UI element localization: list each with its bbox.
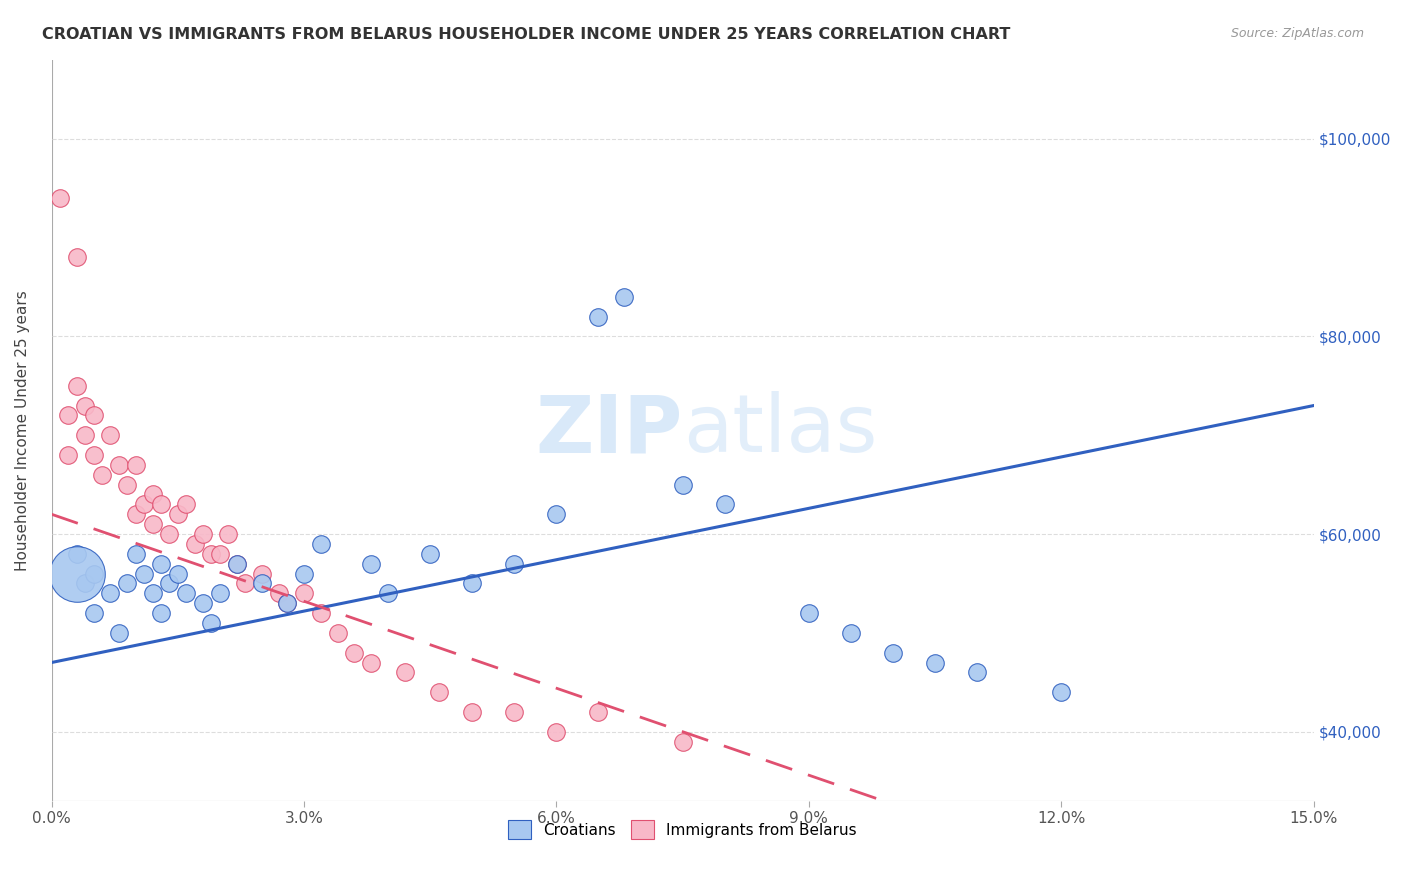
Point: [797, 606, 820, 620]
Point: [503, 705, 526, 719]
Point: [924, 656, 946, 670]
Text: ZIP: ZIP: [536, 392, 683, 469]
Point: [124, 547, 146, 561]
Point: [233, 576, 256, 591]
Point: [588, 310, 610, 324]
Point: [225, 557, 247, 571]
Point: [58, 448, 80, 462]
Point: [83, 448, 105, 462]
Point: [49, 191, 72, 205]
Point: [141, 487, 163, 501]
Point: [117, 576, 139, 591]
Point: [588, 705, 610, 719]
Point: [132, 497, 155, 511]
Point: [166, 508, 188, 522]
Point: [191, 596, 214, 610]
Point: [217, 527, 239, 541]
Point: [250, 566, 273, 581]
Point: [461, 576, 484, 591]
Point: [108, 458, 131, 472]
Point: [394, 665, 416, 680]
Point: [292, 566, 315, 581]
Point: [66, 378, 89, 392]
Point: [108, 625, 131, 640]
Point: [200, 547, 222, 561]
Point: [546, 724, 568, 739]
Point: [377, 586, 399, 600]
Y-axis label: Householder Income Under 25 years: Householder Income Under 25 years: [15, 290, 30, 571]
Point: [117, 477, 139, 491]
Point: [141, 586, 163, 600]
Point: [132, 566, 155, 581]
Point: [66, 566, 89, 581]
Point: [157, 527, 180, 541]
Point: [166, 566, 188, 581]
Point: [66, 250, 89, 264]
Point: [149, 497, 172, 511]
Point: [267, 586, 290, 600]
Point: [713, 497, 735, 511]
Point: [546, 508, 568, 522]
Text: atlas: atlas: [683, 392, 877, 469]
Point: [91, 467, 114, 482]
Point: [613, 290, 636, 304]
Point: [419, 547, 441, 561]
Point: [124, 458, 146, 472]
Point: [208, 586, 231, 600]
Point: [100, 428, 122, 442]
Point: [83, 606, 105, 620]
Point: [83, 566, 105, 581]
Point: [200, 615, 222, 630]
Text: Source: ZipAtlas.com: Source: ZipAtlas.com: [1230, 27, 1364, 40]
Point: [360, 557, 382, 571]
Point: [427, 685, 450, 699]
Point: [360, 656, 382, 670]
Point: [149, 557, 172, 571]
Point: [83, 409, 105, 423]
Point: [309, 606, 332, 620]
Point: [208, 547, 231, 561]
Point: [191, 527, 214, 541]
Point: [174, 497, 197, 511]
Point: [250, 576, 273, 591]
Point: [672, 734, 695, 748]
Legend: Croatians, Immigrants from Belarus: Croatians, Immigrants from Belarus: [502, 814, 863, 845]
Point: [1050, 685, 1073, 699]
Point: [882, 646, 904, 660]
Point: [309, 537, 332, 551]
Point: [461, 705, 484, 719]
Point: [326, 625, 349, 640]
Point: [276, 596, 298, 610]
Point: [141, 517, 163, 532]
Point: [966, 665, 988, 680]
Point: [66, 547, 89, 561]
Point: [672, 477, 695, 491]
Point: [75, 428, 97, 442]
Point: [75, 399, 97, 413]
Point: [343, 646, 366, 660]
Point: [58, 409, 80, 423]
Point: [225, 557, 247, 571]
Point: [174, 586, 197, 600]
Point: [503, 557, 526, 571]
Point: [75, 576, 97, 591]
Point: [276, 596, 298, 610]
Point: [292, 586, 315, 600]
Point: [124, 508, 146, 522]
Point: [839, 625, 862, 640]
Text: CROATIAN VS IMMIGRANTS FROM BELARUS HOUSEHOLDER INCOME UNDER 25 YEARS CORRELATIO: CROATIAN VS IMMIGRANTS FROM BELARUS HOUS…: [42, 27, 1011, 42]
Point: [183, 537, 205, 551]
Point: [100, 586, 122, 600]
Point: [157, 576, 180, 591]
Point: [149, 606, 172, 620]
